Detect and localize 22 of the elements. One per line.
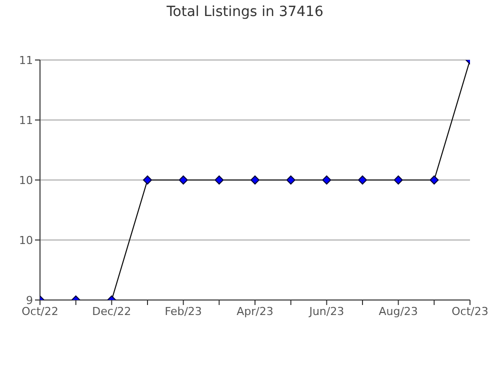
x-tick-label: Jun/23 (308, 304, 344, 318)
point (178, 176, 188, 184)
x-tick-label: Oct/22 (22, 304, 58, 318)
y-tick-label: 11 (19, 114, 33, 127)
y-tick-label: 10 (19, 174, 33, 187)
point (430, 176, 439, 184)
chart-title: Total Listings in 37416 (166, 4, 324, 20)
point (250, 176, 260, 184)
x-tick-label: Dec/22 (92, 304, 132, 318)
point (322, 176, 332, 184)
x-tick-label: Aug/23 (378, 304, 418, 318)
x-tick-label: Apr/23 (236, 304, 274, 318)
point (286, 176, 296, 184)
point (394, 176, 403, 184)
point (143, 176, 152, 184)
point (358, 176, 367, 184)
x-tick-label: Feb/23 (164, 304, 202, 318)
y-tick-label: 10 (19, 234, 33, 247)
y-tick-label: 11 (19, 54, 33, 67)
y-tick-label: 9 (26, 294, 33, 307)
point (214, 176, 224, 184)
x-tick-label: Oct/23 (452, 304, 488, 318)
